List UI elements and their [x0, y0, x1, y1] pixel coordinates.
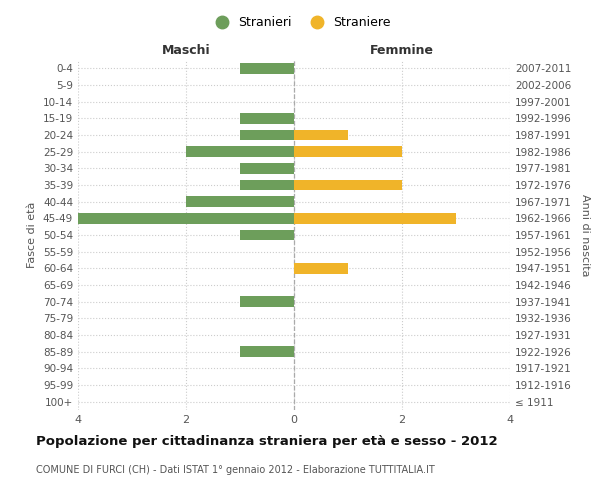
Y-axis label: Fasce di età: Fasce di età: [28, 202, 37, 268]
Bar: [240, 130, 294, 140]
Text: Popolazione per cittadinanza straniera per età e sesso - 2012: Popolazione per cittadinanza straniera p…: [36, 435, 497, 448]
Text: Femmine: Femmine: [370, 44, 434, 57]
Bar: [294, 213, 456, 224]
Bar: [240, 346, 294, 357]
Bar: [240, 163, 294, 174]
Bar: [240, 180, 294, 190]
Text: COMUNE DI FURCI (CH) - Dati ISTAT 1° gennaio 2012 - Elaborazione TUTTITALIA.IT: COMUNE DI FURCI (CH) - Dati ISTAT 1° gen…: [36, 465, 435, 475]
Y-axis label: Anni di nascita: Anni di nascita: [580, 194, 590, 276]
Bar: [240, 296, 294, 307]
Bar: [294, 263, 348, 274]
Bar: [240, 230, 294, 240]
Bar: [240, 63, 294, 74]
Bar: [294, 130, 348, 140]
Legend: Stranieri, Straniere: Stranieri, Straniere: [205, 11, 395, 34]
Bar: [240, 113, 294, 124]
Bar: [78, 213, 294, 224]
Bar: [186, 196, 294, 207]
Bar: [294, 146, 402, 157]
Bar: [186, 146, 294, 157]
Text: Maschi: Maschi: [161, 44, 211, 57]
Bar: [294, 180, 402, 190]
